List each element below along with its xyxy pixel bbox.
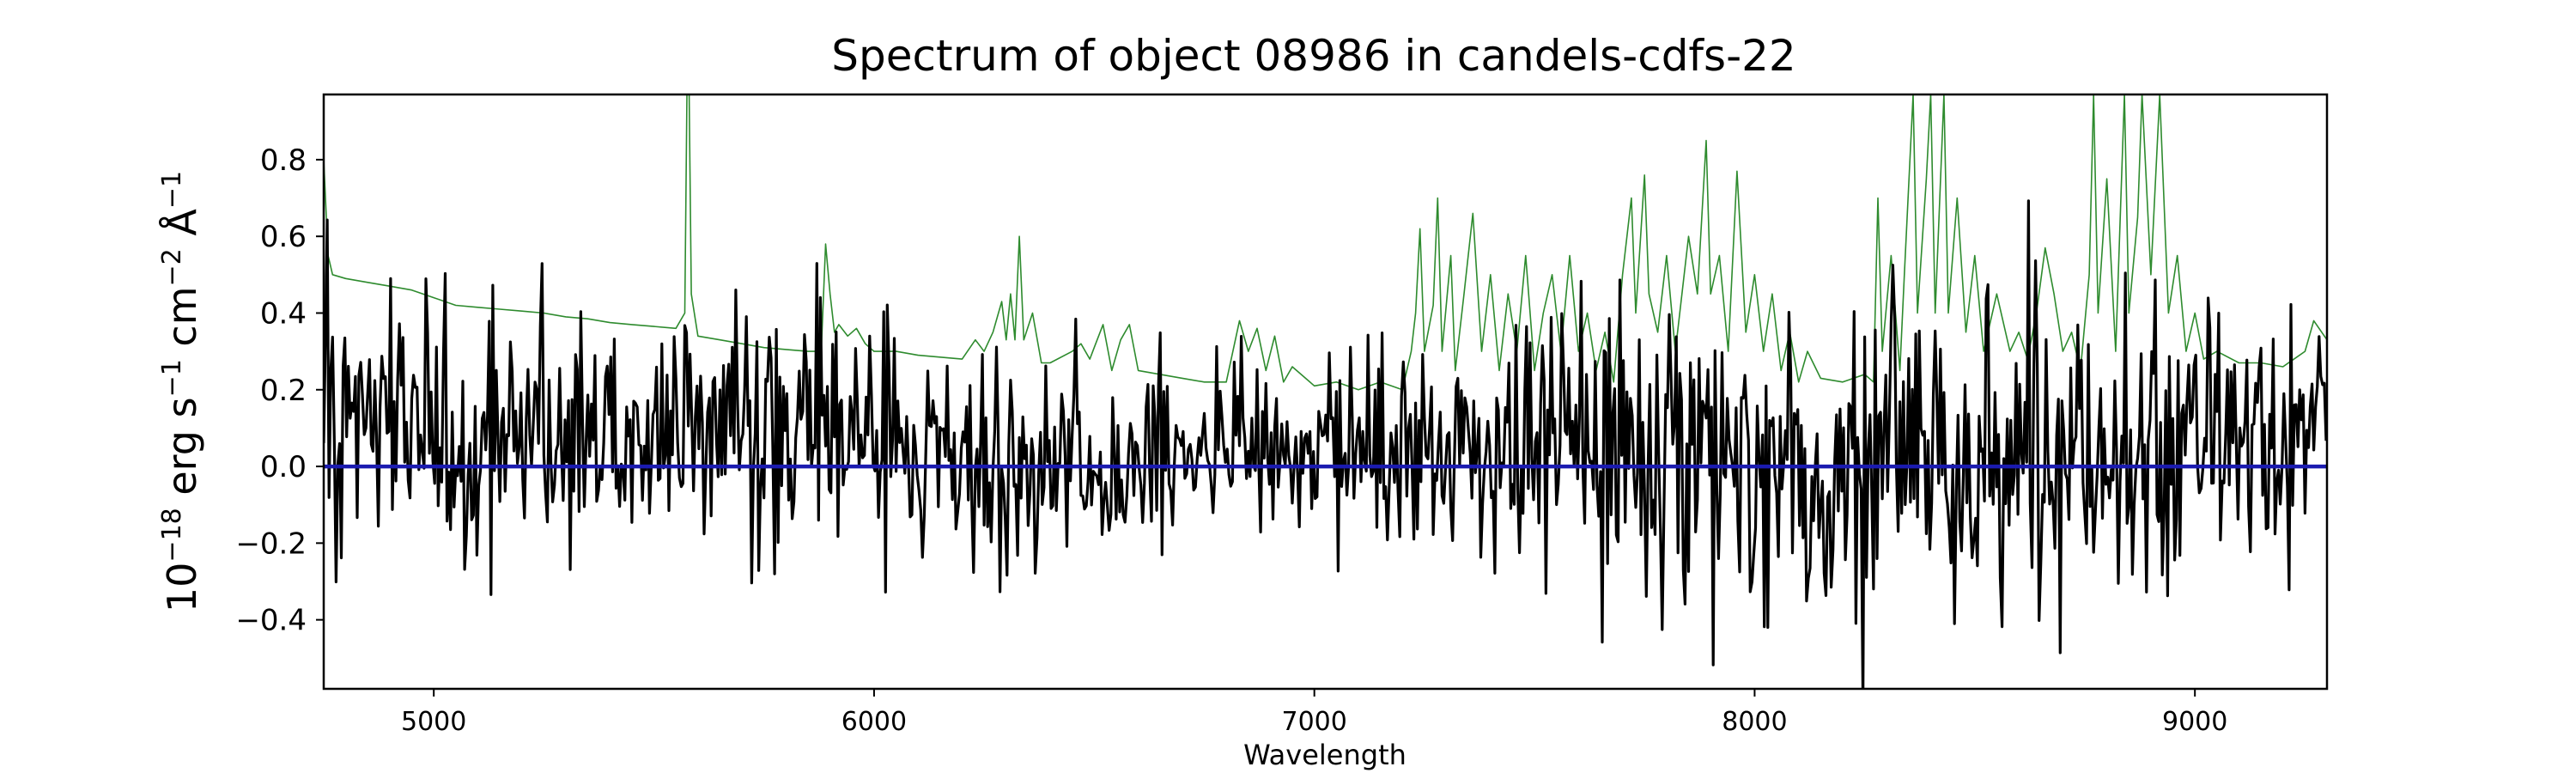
chart-title: Spectrum of object 08986 in candels-cdfs… bbox=[831, 31, 1796, 81]
y-tick-label: 0.2 bbox=[260, 374, 307, 408]
flux-line bbox=[324, 199, 2327, 689]
y-tick-label: −0.4 bbox=[235, 604, 307, 638]
y-tick-label: 0.4 bbox=[260, 296, 307, 331]
error-spectrum-line bbox=[324, 94, 2327, 391]
y-tick-label: 0.8 bbox=[260, 143, 307, 178]
y-axis: −0.4 −0.2 0.0 0.2 0.4 0.6 0.8 bbox=[235, 143, 324, 638]
x-tick-label: 9000 bbox=[2162, 707, 2227, 737]
x-tick-label: 7000 bbox=[1282, 707, 1347, 737]
y-tick-label: 0.6 bbox=[260, 220, 307, 254]
x-tick-label: 5000 bbox=[401, 707, 466, 737]
plot-frame bbox=[322, 93, 2329, 691]
y-tick-label: −0.2 bbox=[235, 526, 307, 561]
y-tick-label: 0.0 bbox=[260, 450, 307, 484]
series-layer bbox=[324, 94, 2327, 689]
y-axis-label: 10−18 erg s−1 cm−2 Å−1 bbox=[157, 171, 205, 612]
x-tick-label: 8000 bbox=[1722, 707, 1787, 737]
x-tick-label: 6000 bbox=[841, 707, 907, 737]
x-axis: 5000 6000 7000 8000 9000 bbox=[401, 689, 2227, 737]
x-axis-label: Wavelength bbox=[1243, 739, 1406, 771]
